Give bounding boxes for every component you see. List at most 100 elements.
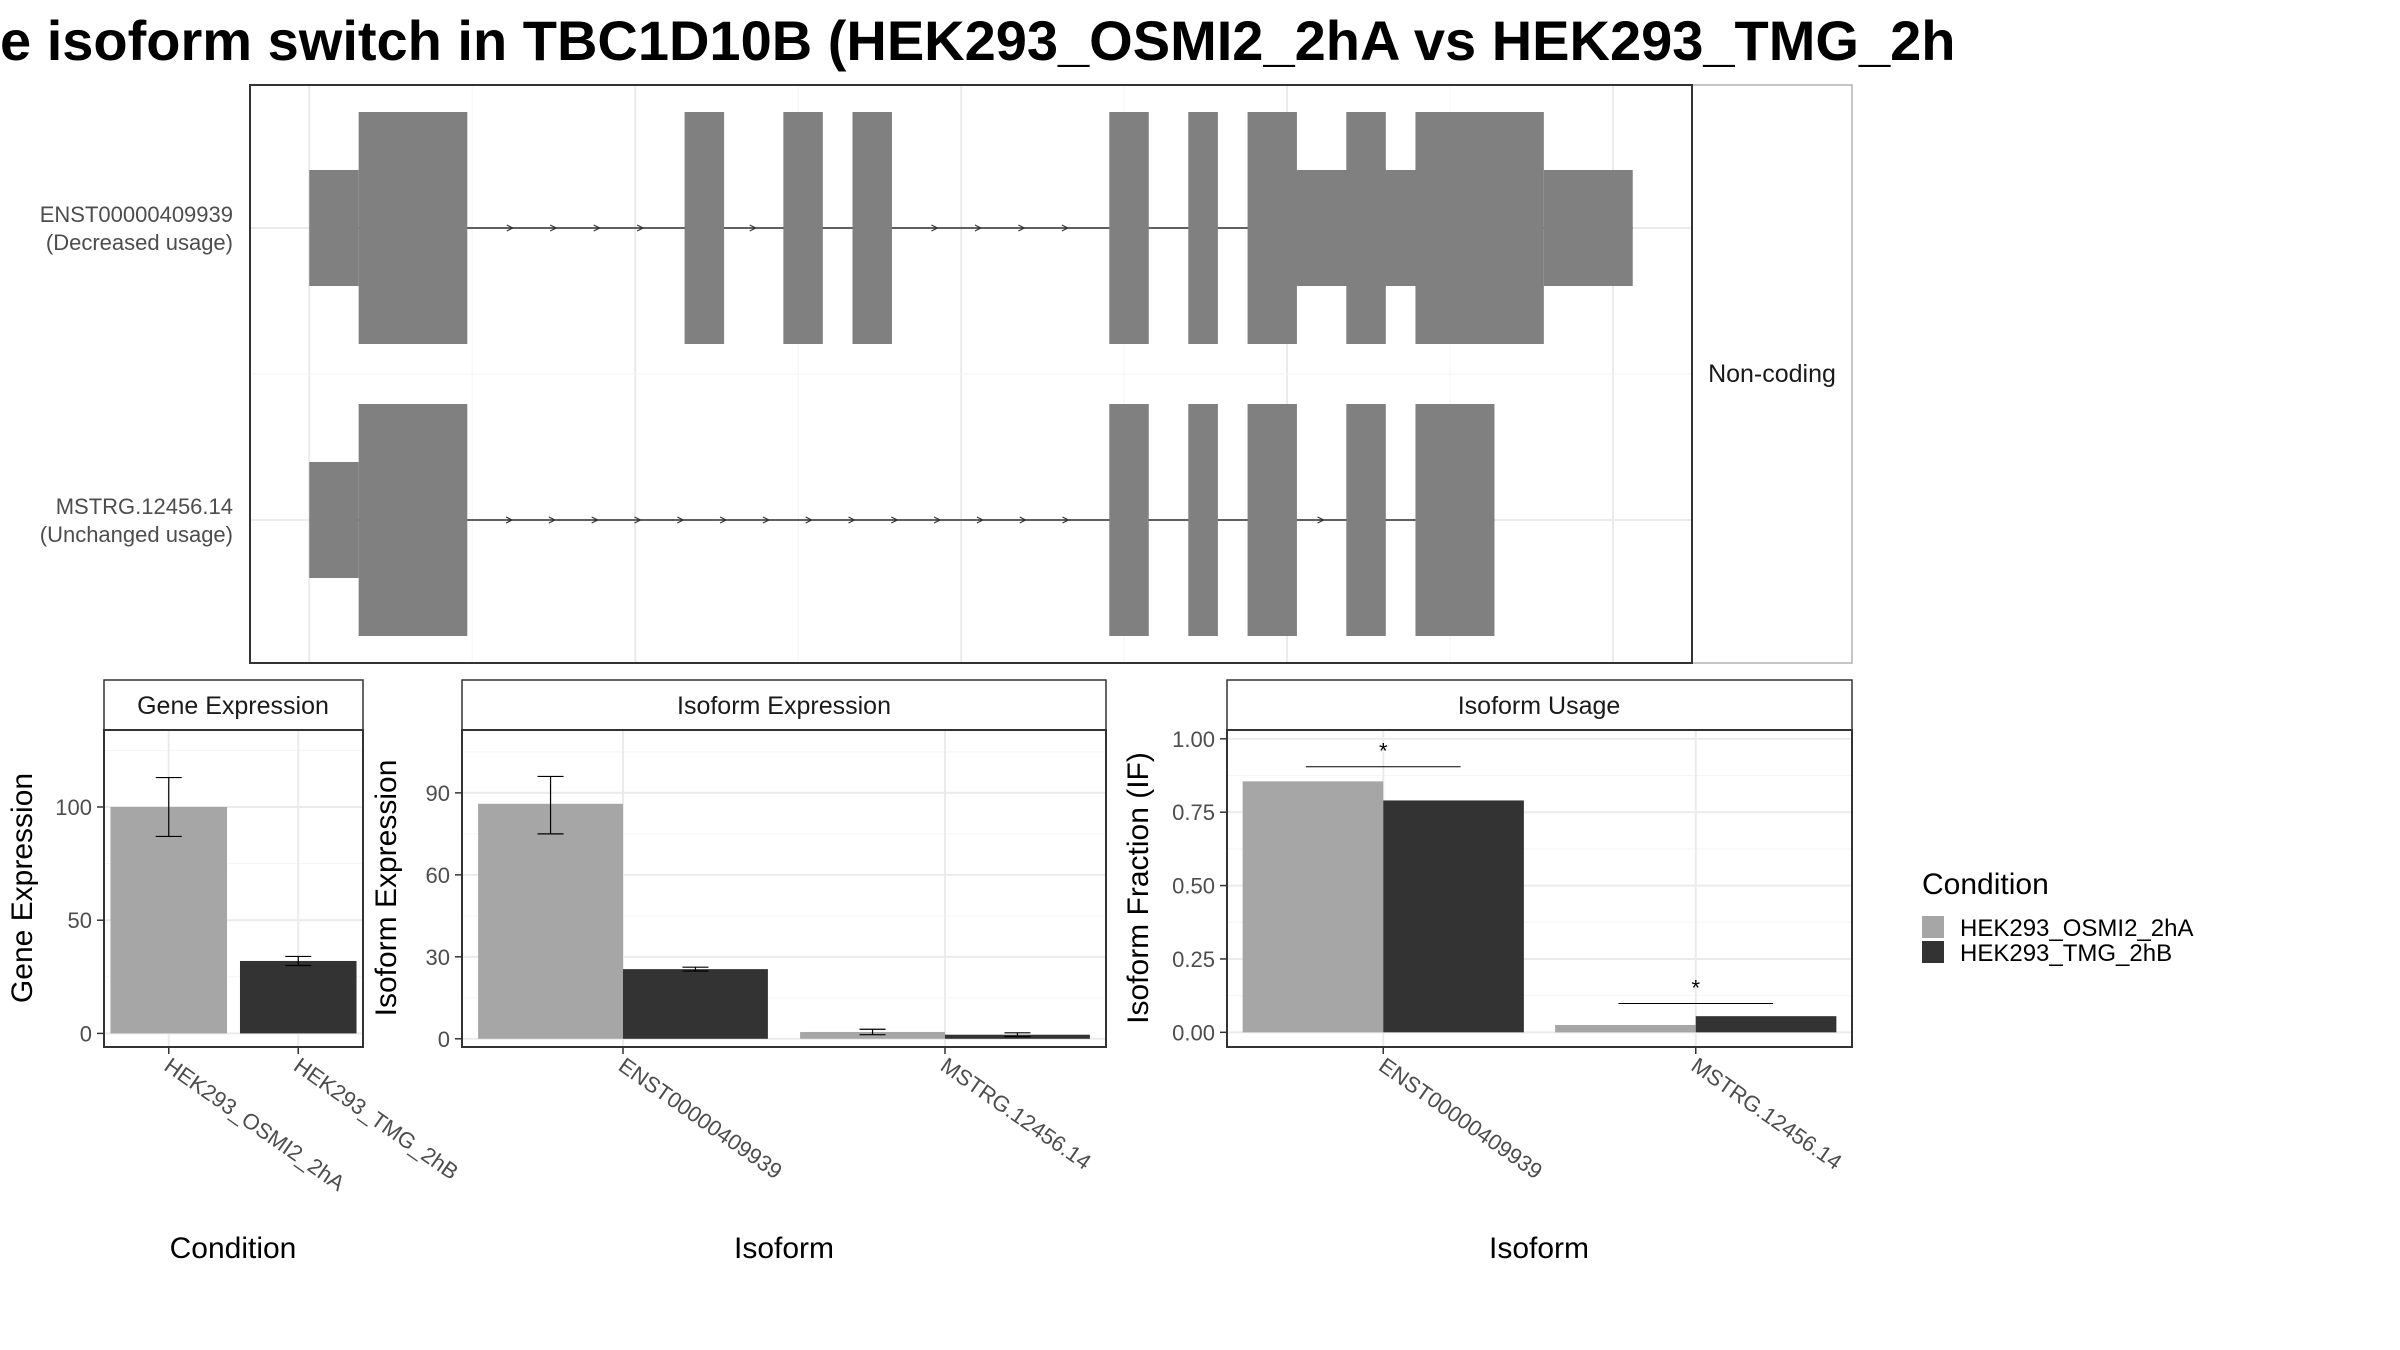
intron-arrow-1-0-5 — [677, 516, 685, 524]
gene-bar-0 — [110, 806, 228, 1034]
legend-title: Condition — [1922, 868, 2049, 901]
transcript-label-1-0: MSTRG.12456.14 — [56, 494, 233, 519]
use-bar-1-1 — [1695, 1016, 1837, 1033]
intron-arrow-0-0-2 — [549, 224, 558, 232]
iso-bar-0-0 — [478, 803, 623, 1039]
utr-block-1-0 — [309, 462, 359, 578]
use-ytick-label-3: 0.75 — [1172, 800, 1215, 825]
intron-arrow-0-1-1 — [749, 224, 758, 232]
legend-swatch-condition-a — [1922, 916, 1944, 938]
facet-strip-right — [1691, 84, 1853, 664]
exon-block-1-5 — [1415, 404, 1495, 636]
intron-arrow-1-0-11 — [933, 516, 942, 524]
legend-label-condition-b: HEK293_TMG_2hB — [1960, 940, 2172, 967]
intron-arrow-1-0-12 — [976, 516, 985, 524]
use-ytick-label-4: 1.00 — [1172, 727, 1215, 752]
use-bar-1-0 — [1383, 800, 1524, 1033]
strip-label-gene-expression: Gene Expression — [137, 692, 329, 720]
figure-title: e isoform switch in TBC1D10B (HEK293_OSM… — [0, 9, 1955, 72]
legend-swatch-condition-b — [1922, 941, 1944, 963]
transcript-structure-panel: Non-coding ENST00000409939 (Decreased usa… — [40, 84, 1853, 664]
transcript-labels: ENST00000409939 (Decreased usage) MSTRG.12… — [40, 202, 233, 547]
facet-label-noncoding: Non-coding — [1708, 360, 1836, 388]
exon-block-0-7 — [1346, 112, 1386, 344]
iso-xtick-label-0: ENST00000409939 — [614, 1053, 787, 1184]
strip-gene-expression — [103, 679, 364, 731]
intron-arrow-1-0-14 — [1062, 516, 1070, 524]
transcript-label-0-1: (Decreased usage) — [46, 230, 233, 255]
exon-block-0-8 — [1415, 112, 1544, 344]
strip-label-isoform-expression: Isoform Expression — [677, 692, 891, 720]
intron-arrow-0-3-2 — [974, 224, 983, 232]
use-marks: ** — [1242, 739, 1837, 1033]
gene-y-axis-title: Gene Expression — [6, 773, 39, 1003]
exon-block-0-4 — [1109, 112, 1149, 344]
iso-ytick-label-0: 0 — [438, 1027, 450, 1052]
transcript-label-1-1: (Unchanged usage) — [40, 522, 233, 547]
intron-arrow-1-0-8 — [805, 516, 814, 524]
iso-marks — [478, 775, 1090, 1039]
gene-ytick-label-2: 100 — [55, 795, 92, 820]
intron-arrow-0-0-4 — [636, 224, 645, 232]
use-bar-0-1 — [1555, 1024, 1696, 1033]
exon-block-1-1 — [1109, 404, 1149, 636]
utr-end-block-0-0 — [1543, 170, 1633, 286]
intron-arrow-1-0-7 — [762, 516, 771, 524]
use-bar-0-0 — [1242, 781, 1384, 1033]
use-xtick-label-1: MSTRG.12456.14 — [1687, 1053, 1847, 1175]
iso-ytick-label-3: 90 — [426, 781, 450, 806]
gene-x-axis-title: Condition — [170, 1232, 297, 1265]
iso-plot-border — [461, 729, 1107, 1048]
exon-block-0-0 — [358, 112, 468, 344]
iso-x-axis-title: Isoform — [734, 1232, 834, 1265]
strip-isoform-expression — [461, 679, 1107, 731]
exon-block-0-6 — [1247, 112, 1297, 344]
intron-arrow-0-3-4 — [1061, 224, 1070, 232]
intron-arrow-1-0-10 — [891, 516, 899, 524]
use-ytick-label-1: 0.25 — [1172, 947, 1215, 972]
intron-arrow-0-3-1 — [931, 224, 939, 232]
exon-block-0-2 — [783, 112, 823, 344]
iso-ytick-label-1: 30 — [426, 945, 450, 970]
transcript-label-0-0: ENST00000409939 — [40, 202, 233, 227]
strip-isoform-usage — [1226, 679, 1853, 731]
exon-block-0-1 — [684, 112, 725, 344]
gene-marks — [110, 776, 357, 1034]
intron-arrow-0-3-3 — [1018, 224, 1026, 232]
gene-plot-border — [103, 729, 364, 1048]
gene-bar-1 — [239, 960, 357, 1034]
intron-arrow-1-0-13 — [1019, 516, 1028, 524]
exon-block-1-3 — [1247, 404, 1297, 636]
iso-xtick-label-1: MSTRG.12456.14 — [936, 1053, 1096, 1175]
legend-label-condition-a: HEK293_OSMI2_2hA — [1960, 915, 2193, 942]
exon-block-0-3 — [852, 112, 892, 344]
use-ytick-label-2: 0.50 — [1172, 874, 1215, 899]
exon-block-1-2 — [1188, 404, 1218, 636]
legend: Condition HEK293_OSMI2_2hA HEK293_TMG_2h… — [1922, 868, 2193, 967]
transcript-marks — [309, 112, 1633, 636]
intron-arrow-1-0-1 — [505, 516, 514, 524]
isoform-expression-panel: Isoform Expression 0 30 60 90 ENST0000040993… — [370, 679, 1107, 1265]
strip-label-isoform-usage: Isoform Usage — [1458, 692, 1621, 720]
intron-arrow-1-0-3 — [591, 516, 600, 524]
intron-arrow-1-0-6 — [719, 516, 728, 524]
intron-arrow-1-0-9 — [848, 516, 856, 524]
gene-ytick-label-0: 0 — [80, 1021, 92, 1046]
use-y-axis-title: Isoform Fraction (IF) — [1122, 752, 1155, 1024]
intron-arrow-1-0-4 — [634, 516, 642, 524]
utr-block-0-0 — [309, 170, 359, 286]
intron-arrow-0-0-3 — [593, 224, 602, 232]
iso-ytick-label-2: 60 — [426, 863, 450, 888]
transcript-panel-border — [249, 84, 1693, 664]
iso-bar-1-0 — [623, 969, 768, 1039]
gene-ytick-label-1: 50 — [68, 908, 92, 933]
use-xtick-label-0: ENST00000409939 — [1374, 1053, 1547, 1184]
iso-bar-0-1 — [800, 1031, 945, 1039]
use-plot-border — [1226, 729, 1853, 1048]
exon-block-1-0 — [358, 404, 468, 636]
use-sig-star-1: * — [1691, 976, 1700, 1001]
use-x-axis-title: Isoform — [1489, 1232, 1589, 1265]
intron-arrow-1-3-1 — [1317, 516, 1325, 524]
exon-block-0-5 — [1188, 112, 1218, 344]
